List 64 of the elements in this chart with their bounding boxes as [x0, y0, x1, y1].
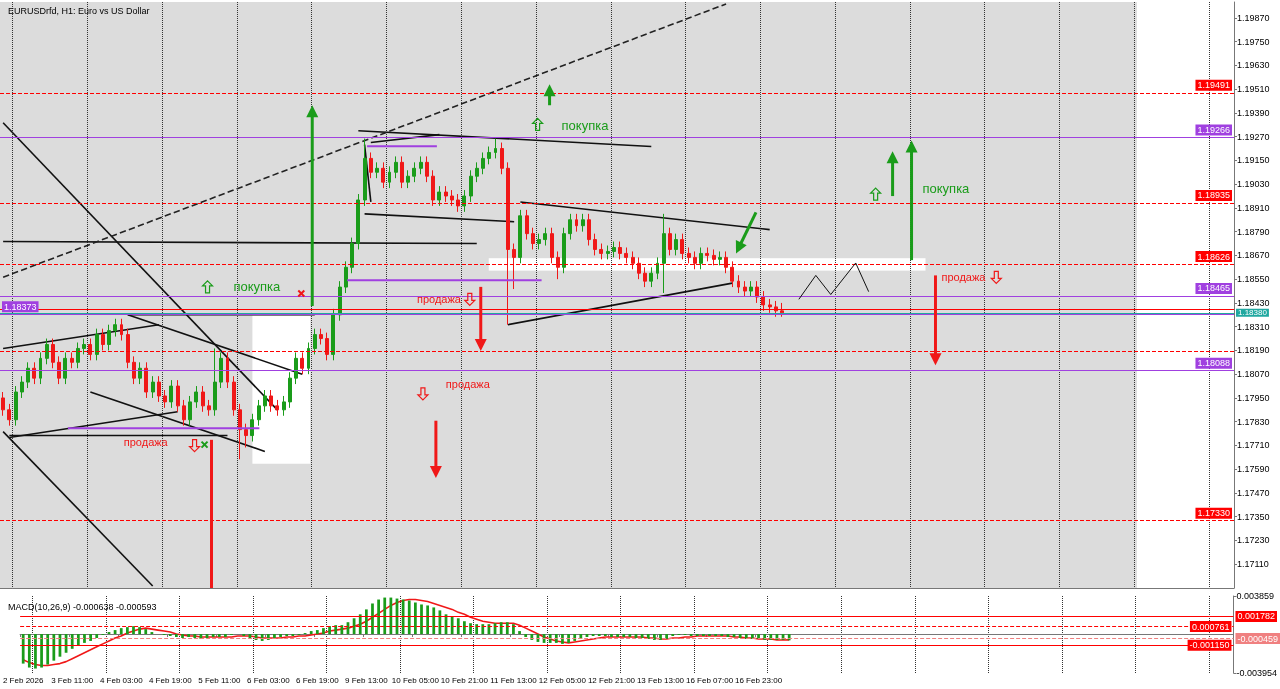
annotation: покупка — [922, 181, 971, 197]
y-tick-label: 1.19750 — [1237, 36, 1270, 47]
x-tick-label: 6 Feb 19:00 — [295, 675, 340, 685]
chart-title: EURUSDrfd, H1: Euro vs US Dollar — [8, 5, 150, 16]
y-tick-label: 1.19270 — [1237, 131, 1270, 142]
y-tick-label: 1.19030 — [1237, 179, 1270, 190]
y-tick-label: 1.17350 — [1237, 511, 1270, 522]
ref-line-label: 1.18373 — [4, 301, 37, 312]
ref-line-label: -0.000459 — [1237, 633, 1279, 644]
x-tick-label: 9 Feb 13:00 — [345, 675, 389, 685]
y-tick-label: 1.19870 — [1237, 12, 1270, 23]
annotation: покупка — [561, 118, 610, 134]
x-tick-label: 5 Feb 11:00 — [198, 675, 241, 685]
y-tick-label: 1.19630 — [1237, 60, 1270, 71]
x-tick-label: 13 Feb 13:00 — [636, 675, 685, 685]
ref-line-label: 1.19491 — [1197, 80, 1230, 91]
text: MACD(10,26,9) -0.000638 -0.000593 — [8, 601, 157, 612]
y-tick-label: 1.17110 — [1237, 559, 1269, 570]
x-tick-label: 6 Feb 03:00 — [246, 675, 291, 685]
ref-line-label: 1.18380 — [1238, 308, 1268, 318]
y-tick-label: -0.003954 — [1236, 668, 1278, 678]
ref-line-label: 0.001782 — [1237, 611, 1276, 622]
x-tick-label: 10 Feb 05:00 — [391, 675, 440, 685]
ref-line-label: -0.001150 — [1189, 640, 1230, 651]
ref-line-label: 0.000761 — [1191, 621, 1230, 632]
y-tick-label: 1.17830 — [1237, 416, 1270, 427]
y-tick-label: 1.18070 — [1237, 369, 1270, 380]
ref-line-label: 1.18465 — [1197, 283, 1230, 294]
y-tick-label: 0.003859 — [1236, 591, 1275, 601]
y-tick-label: 1.18550 — [1237, 274, 1270, 285]
y-tick-label: 1.19390 — [1237, 107, 1270, 118]
y-tick-label: 1.19510 — [1237, 84, 1270, 95]
x-tick-label: 4 Feb 03:00 — [99, 675, 144, 685]
ref-line-label: 1.17330 — [1197, 508, 1230, 519]
ref-line-label: 1.19266 — [1197, 124, 1230, 135]
x-tick-label: 3 Feb 11:00 — [51, 675, 94, 685]
annotation: продажа — [445, 378, 491, 391]
y-tick-label: 1.17710 — [1237, 440, 1270, 451]
annotation: продажа — [416, 293, 462, 306]
x-tick-label: 16 Feb 23:00 — [734, 675, 783, 685]
y-tick-label: 1.18790 — [1237, 226, 1270, 237]
x-tick-label: 11 Feb 13:00 — [490, 675, 538, 685]
y-tick-label: 1.18910 — [1237, 202, 1270, 213]
x-tick-label: 10 Feb 21:00 — [440, 675, 489, 685]
y-tick-label: 1.17470 — [1237, 487, 1270, 498]
y-tick-label: 1.18310 — [1237, 321, 1270, 332]
annotation: продажа — [123, 435, 169, 448]
annotation: покупка — [233, 278, 282, 294]
annotation: продажа — [941, 271, 987, 284]
ref-line-label: 1.18626 — [1197, 251, 1230, 262]
x-tick-label: 2 Feb 2026 — [2, 675, 44, 685]
x-tick-label: 16 Feb 07:00 — [685, 675, 734, 685]
y-tick-label: 1.17230 — [1237, 535, 1270, 546]
y-tick-label: 1.19150 — [1237, 155, 1270, 166]
ref-line-label: 1.18935 — [1197, 190, 1230, 201]
y-tick-label: 1.17590 — [1237, 464, 1270, 475]
x-tick-label: 4 Feb 19:00 — [148, 675, 193, 685]
y-tick-label: 1.18670 — [1237, 250, 1270, 261]
y-tick-label: 1.18190 — [1237, 345, 1270, 356]
y-tick-label: 1.18430 — [1237, 297, 1270, 308]
ref-line-label: 1.18088 — [1197, 358, 1230, 369]
x-tick-label: 12 Feb 21:00 — [587, 675, 636, 685]
x-tick-label: 12 Feb 05:00 — [538, 675, 587, 685]
y-tick-label: 1.17950 — [1237, 392, 1270, 403]
